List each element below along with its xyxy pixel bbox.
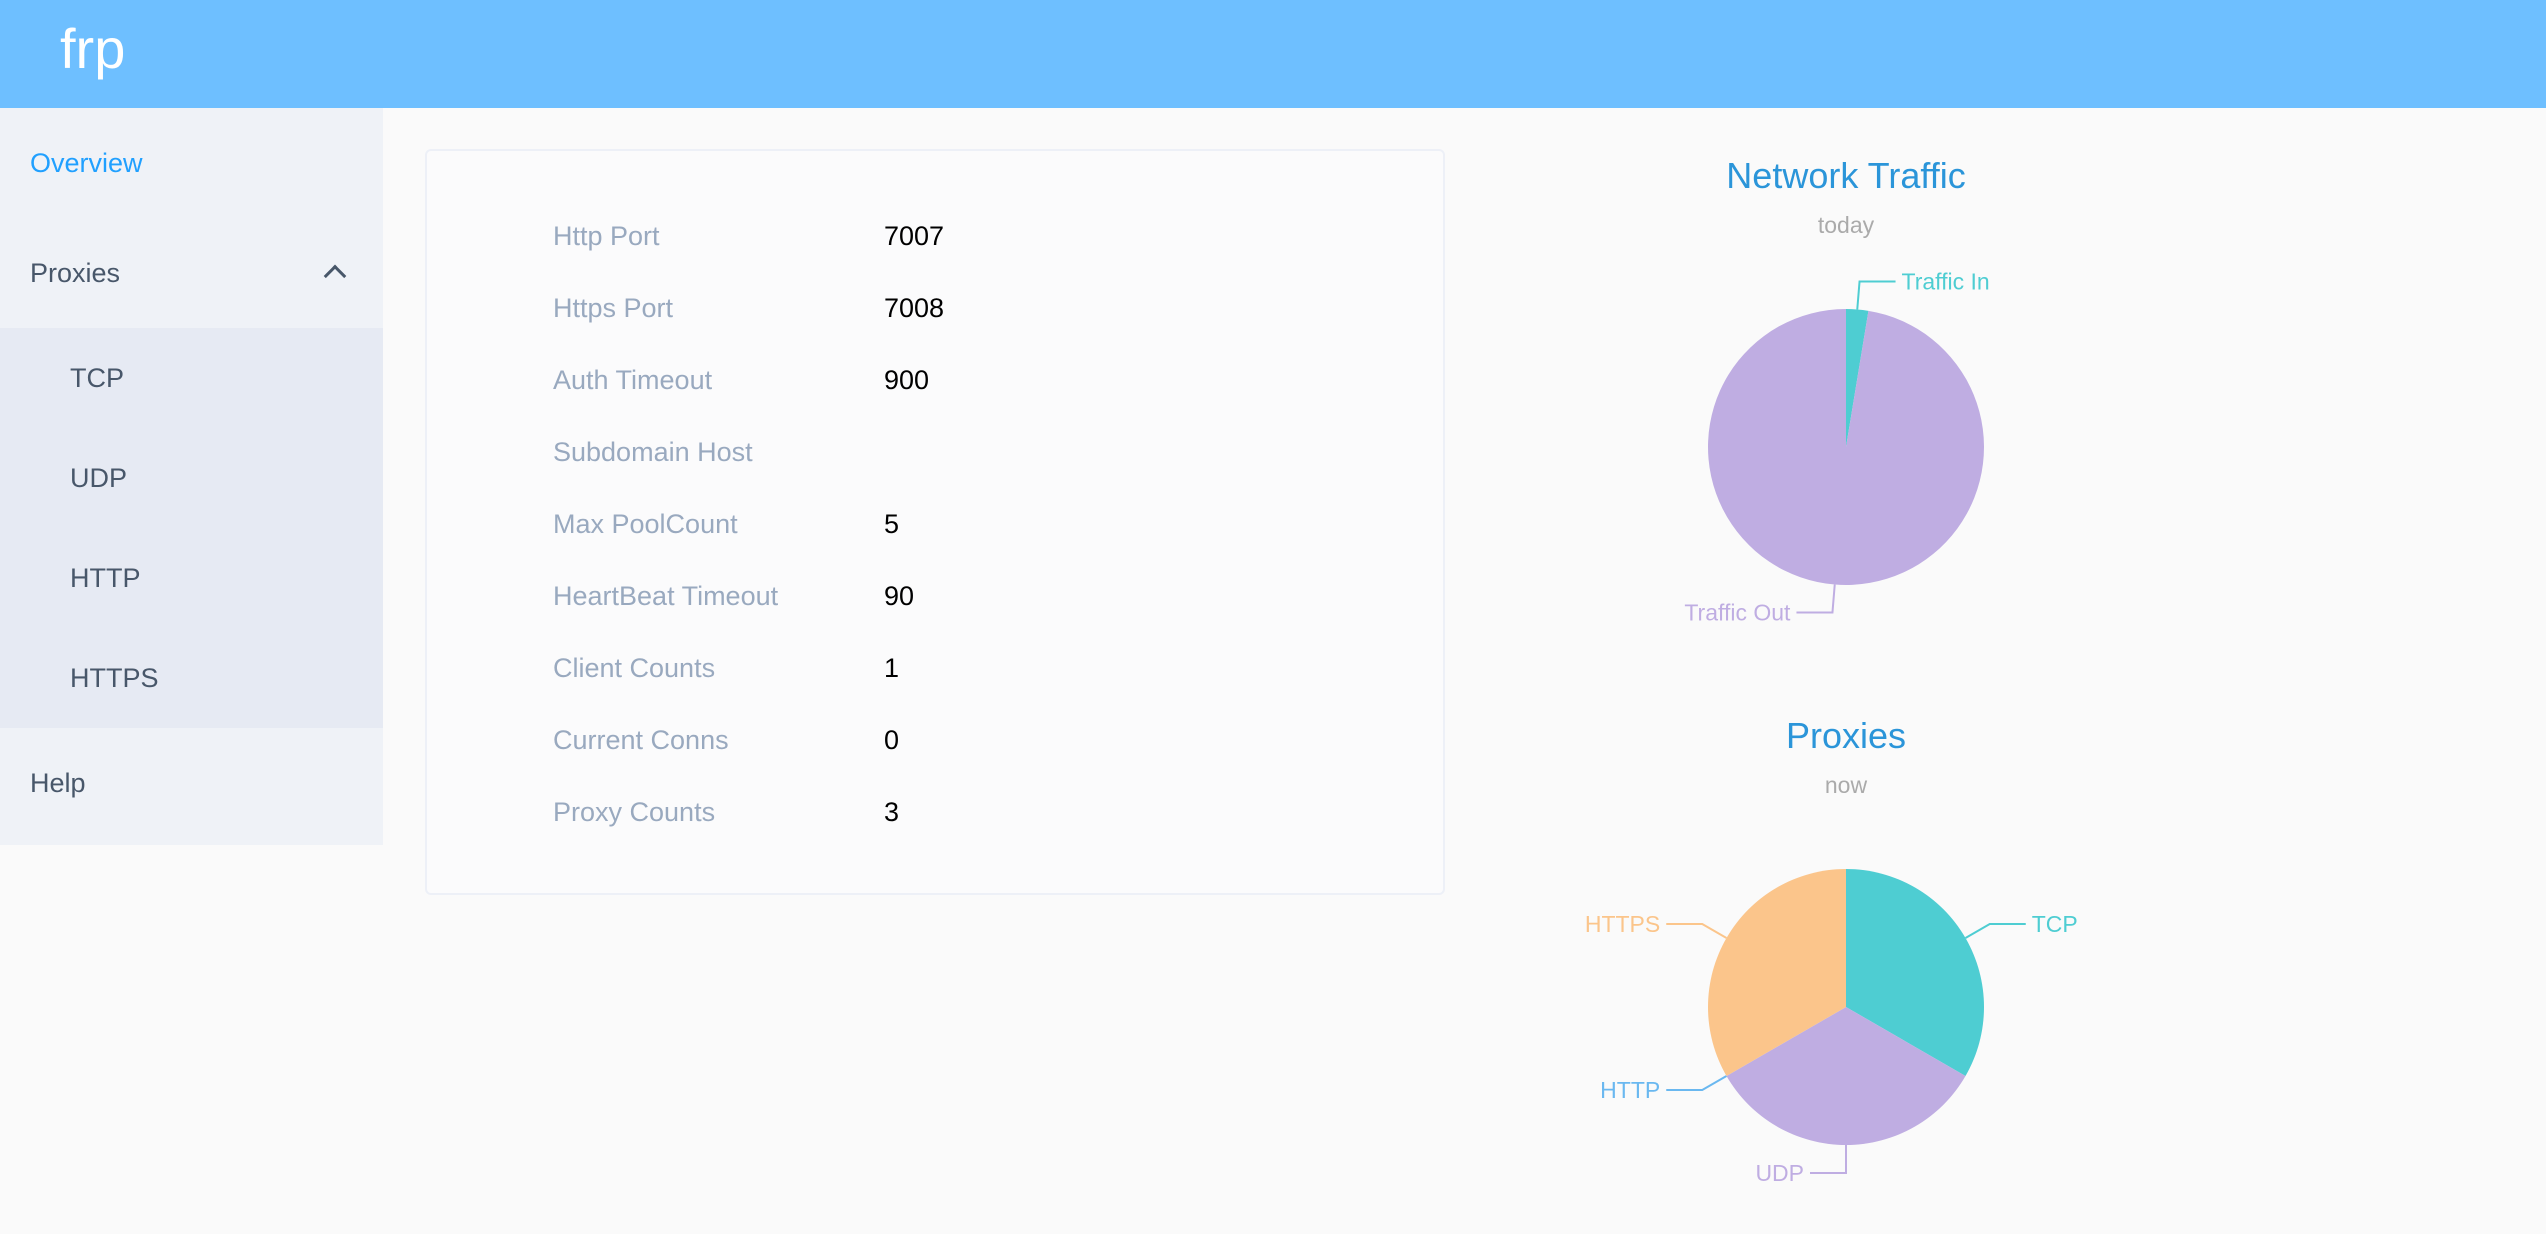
proxies-submenu: TCP UDP HTTP HTTPS: [0, 328, 383, 728]
top-header: frp: [0, 0, 2546, 108]
info-value: 3: [884, 797, 900, 827]
pie-label-traffic-in: Traffic In: [1902, 269, 1990, 295]
sidebar-item-label: Proxies: [30, 257, 121, 288]
pie-slice-traffic-out[interactable]: [1708, 309, 1985, 586]
info-value: 900: [884, 365, 930, 395]
pie-label-traffic-out: Traffic Out: [1684, 599, 1791, 625]
sidebar-item-tcp[interactable]: TCP: [70, 362, 124, 393]
label-line-udp: [1810, 1145, 1847, 1174]
info-row-current-conns: Current Conns 0: [553, 720, 1253, 760]
info-row-client-counts: Client Counts 1: [553, 648, 1253, 688]
pie-slice-tcp[interactable]: [1846, 869, 1984, 1076]
sidebar-item-http[interactable]: HTTP: [70, 562, 141, 593]
info-label: Current Conns: [553, 725, 729, 755]
info-row-subdomain-host: Subdomain Host: [553, 432, 1253, 472]
info-row-proxy-counts: Proxy Counts 3: [553, 792, 1253, 832]
pie-label-udp: UDP: [1755, 1160, 1804, 1186]
info-label: Http Port: [553, 221, 660, 251]
chevron-up-icon[interactable]: [323, 264, 347, 288]
info-label: Subdomain Host: [553, 437, 753, 467]
info-row-auth-timeout: Auth Timeout 900: [553, 360, 1253, 400]
pie-slice-udp[interactable]: [1726, 1007, 1966, 1145]
sidebar-item-proxies[interactable]: Proxies: [0, 218, 383, 328]
info-value: 7007: [884, 221, 945, 251]
info-value: 7008: [884, 293, 945, 323]
pie-label-tcp: TCP: [2032, 911, 2078, 937]
sidebar-item-https[interactable]: HTTPS: [70, 662, 159, 693]
chart-title: Proxies: [1786, 715, 1906, 756]
info-label: Proxy Counts: [553, 797, 716, 827]
pie-label-https: HTTPS: [1585, 911, 1660, 937]
info-label: Https Port: [553, 293, 674, 323]
label-line-http: [1666, 1075, 1727, 1091]
info-value: 0: [884, 725, 900, 755]
info-value: 90: [884, 581, 915, 611]
info-value: 5: [884, 509, 900, 539]
chart-subtitle: now: [1825, 772, 1868, 798]
sidebar: Overview Proxies TCP UDP HTTP HTTPS Help: [0, 108, 383, 845]
sidebar-item-help[interactable]: Help: [30, 767, 86, 798]
label-line-tcp: [1965, 923, 2026, 939]
label-line-traffic-in: [1856, 280, 1896, 310]
info-row-max-poolcount: Max PoolCount 5: [553, 504, 1253, 544]
label-line-traffic-out: [1796, 584, 1836, 614]
pie-slice-https[interactable]: [1708, 869, 1846, 1076]
chart-subtitle: today: [1818, 212, 1875, 238]
proxies-chart: Proxies now TCP UDP HTTP HTTPS: [1585, 715, 2078, 1186]
sidebar-item-udp[interactable]: UDP: [70, 462, 128, 493]
info-label: Auth Timeout: [553, 365, 713, 395]
info-label: Max PoolCount: [553, 509, 738, 539]
pie-label-http: HTTP: [1600, 1077, 1660, 1103]
info-label: Client Counts: [553, 653, 716, 683]
chart-title: Network Traffic: [1726, 155, 1965, 196]
info-value: 1: [884, 653, 900, 683]
info-label: HeartBeat Timeout: [553, 581, 779, 611]
network-traffic-chart: Network Traffic today Traffic In Traffic …: [1684, 155, 1989, 625]
sidebar-item-overview[interactable]: Overview: [30, 147, 143, 178]
app-logo: frp: [60, 17, 126, 80]
info-row-http-port: Http Port 7007: [553, 216, 1253, 256]
info-row-https-port: Https Port 7008: [553, 288, 1253, 328]
info-row-heartbeat-timeout: HeartBeat Timeout 90: [553, 576, 1253, 616]
pie-slice-traffic-in[interactable]: [1846, 309, 1869, 447]
server-info-card: Http Port 7007 Https Port 7008 Auth Timeou…: [425, 149, 1445, 895]
label-line-https: [1666, 923, 1727, 939]
